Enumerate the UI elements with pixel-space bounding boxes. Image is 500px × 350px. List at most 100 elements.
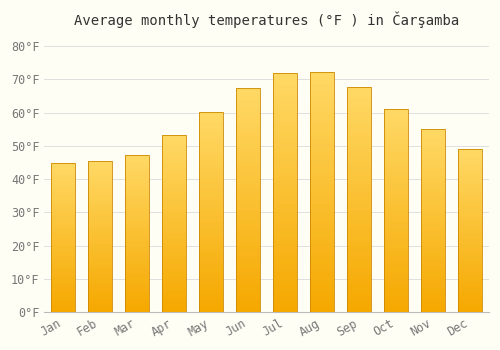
- Bar: [422, 150, 446, 154]
- Bar: [125, 249, 149, 252]
- Bar: [310, 228, 334, 232]
- Bar: [51, 195, 75, 197]
- Bar: [236, 279, 260, 282]
- Bar: [384, 302, 408, 305]
- Bar: [51, 162, 75, 312]
- Bar: [310, 72, 334, 312]
- Bar: [347, 271, 372, 274]
- Bar: [422, 205, 446, 209]
- Bar: [347, 207, 372, 211]
- Bar: [125, 294, 149, 296]
- Bar: [125, 236, 149, 239]
- Bar: [458, 241, 482, 244]
- Bar: [162, 150, 186, 153]
- Bar: [125, 226, 149, 228]
- Bar: [347, 286, 372, 289]
- Bar: [125, 215, 149, 218]
- Bar: [458, 307, 482, 309]
- Bar: [347, 289, 372, 293]
- Bar: [125, 302, 149, 304]
- Bar: [162, 262, 186, 265]
- Bar: [347, 252, 372, 256]
- Bar: [236, 290, 260, 293]
- Bar: [125, 262, 149, 265]
- Bar: [236, 241, 260, 245]
- Bar: [458, 277, 482, 279]
- Bar: [422, 282, 446, 285]
- Bar: [384, 295, 408, 299]
- Bar: [236, 204, 260, 208]
- Bar: [125, 307, 149, 309]
- Bar: [199, 299, 223, 302]
- Bar: [88, 272, 112, 274]
- Bar: [458, 160, 482, 162]
- Bar: [273, 216, 297, 221]
- Bar: [347, 230, 372, 233]
- Bar: [458, 187, 482, 190]
- Bar: [310, 128, 334, 132]
- Bar: [162, 141, 186, 144]
- Bar: [458, 304, 482, 307]
- Bar: [236, 215, 260, 219]
- Bar: [199, 219, 223, 222]
- Bar: [422, 300, 446, 303]
- Bar: [162, 138, 186, 141]
- Bar: [162, 282, 186, 286]
- Bar: [347, 308, 372, 312]
- Bar: [458, 225, 482, 228]
- Bar: [125, 191, 149, 194]
- Bar: [347, 226, 372, 230]
- Bar: [236, 226, 260, 230]
- Bar: [51, 302, 75, 304]
- Bar: [236, 252, 260, 256]
- Bar: [236, 304, 260, 308]
- Bar: [458, 162, 482, 165]
- Bar: [236, 111, 260, 114]
- Bar: [51, 220, 75, 222]
- Bar: [51, 295, 75, 297]
- Bar: [51, 212, 75, 215]
- Bar: [51, 242, 75, 245]
- Bar: [422, 193, 446, 196]
- Bar: [51, 177, 75, 180]
- Bar: [51, 270, 75, 272]
- Bar: [236, 96, 260, 100]
- Bar: [347, 177, 372, 181]
- Bar: [310, 200, 334, 204]
- Bar: [422, 266, 446, 270]
- Bar: [273, 89, 297, 93]
- Bar: [384, 305, 408, 309]
- Bar: [310, 160, 334, 164]
- Bar: [88, 252, 112, 254]
- Bar: [199, 172, 223, 176]
- Bar: [422, 187, 446, 190]
- Bar: [236, 267, 260, 271]
- Bar: [236, 144, 260, 148]
- Bar: [88, 234, 112, 237]
- Bar: [162, 224, 186, 227]
- Bar: [458, 198, 482, 201]
- Bar: [88, 304, 112, 307]
- Bar: [458, 290, 482, 293]
- Bar: [88, 259, 112, 262]
- Bar: [88, 246, 112, 249]
- Bar: [310, 252, 334, 256]
- Bar: [199, 162, 223, 166]
- Bar: [125, 155, 149, 158]
- Bar: [162, 215, 186, 218]
- Bar: [347, 158, 372, 162]
- Bar: [236, 107, 260, 111]
- Bar: [422, 239, 446, 242]
- Bar: [199, 286, 223, 289]
- Bar: [162, 238, 186, 242]
- Bar: [273, 212, 297, 216]
- Bar: [310, 300, 334, 304]
- Bar: [199, 266, 223, 269]
- Bar: [88, 161, 112, 163]
- Bar: [88, 163, 112, 166]
- Bar: [236, 133, 260, 137]
- Bar: [310, 104, 334, 108]
- Bar: [199, 275, 223, 279]
- Bar: [162, 162, 186, 165]
- Bar: [310, 280, 334, 284]
